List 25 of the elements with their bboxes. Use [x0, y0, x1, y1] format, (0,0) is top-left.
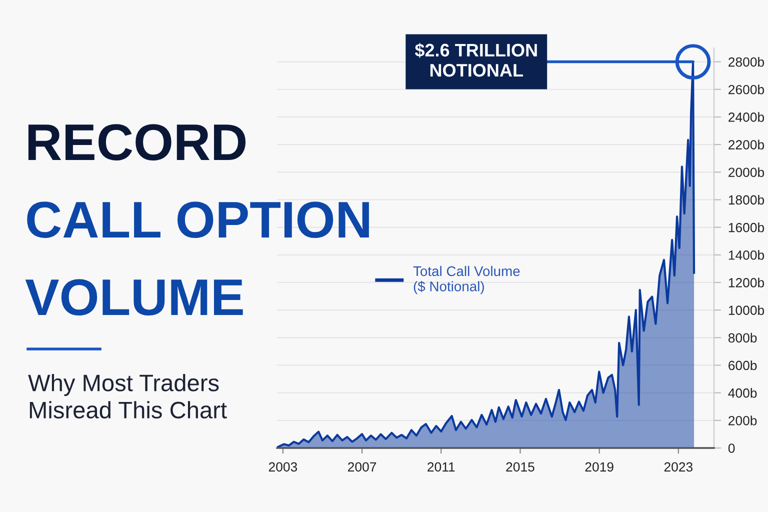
legend-label: Total Call Volume ($ Notional)	[413, 266, 520, 294]
y-tick-label: 1000b	[728, 305, 764, 315]
x-tick-label: 2015	[506, 462, 534, 472]
text: RECORD CALL OPTION VOLUME	[25, 124, 369, 316]
y-tick-label: 1200b	[728, 278, 764, 288]
y-tick-label: 600b	[728, 360, 757, 370]
x-tick-label: 2023	[664, 462, 693, 472]
y-tick-label: 2400b	[728, 112, 764, 122]
y-tick-label: 1800b	[728, 194, 764, 205]
y-tick-label: 2800b	[728, 57, 764, 67]
y-tick-label: 800b	[728, 332, 757, 343]
x-tick-label: 2019	[585, 462, 614, 472]
y-tick-label: 2000b	[728, 167, 764, 178]
y-tick-label: 1600b	[728, 222, 764, 232]
annotation: $2.6 TRILLION NOTIONAL	[414, 43, 537, 77]
y-tick-label: 0	[728, 444, 735, 453]
x-tick-label: 2003	[268, 462, 298, 472]
y-tick-label: 2200b	[728, 140, 764, 150]
text: Why Most Traders Misread This Chart	[28, 374, 227, 418]
x-tick-label: 2007	[348, 462, 376, 472]
y-tick-label: 2600b	[728, 84, 764, 94]
y-tick-label: 200b	[728, 416, 757, 426]
y-tick-label: 400b	[728, 388, 757, 398]
x-tick-label: 2011	[428, 462, 455, 472]
y-tick-label: 1400b	[728, 250, 764, 260]
